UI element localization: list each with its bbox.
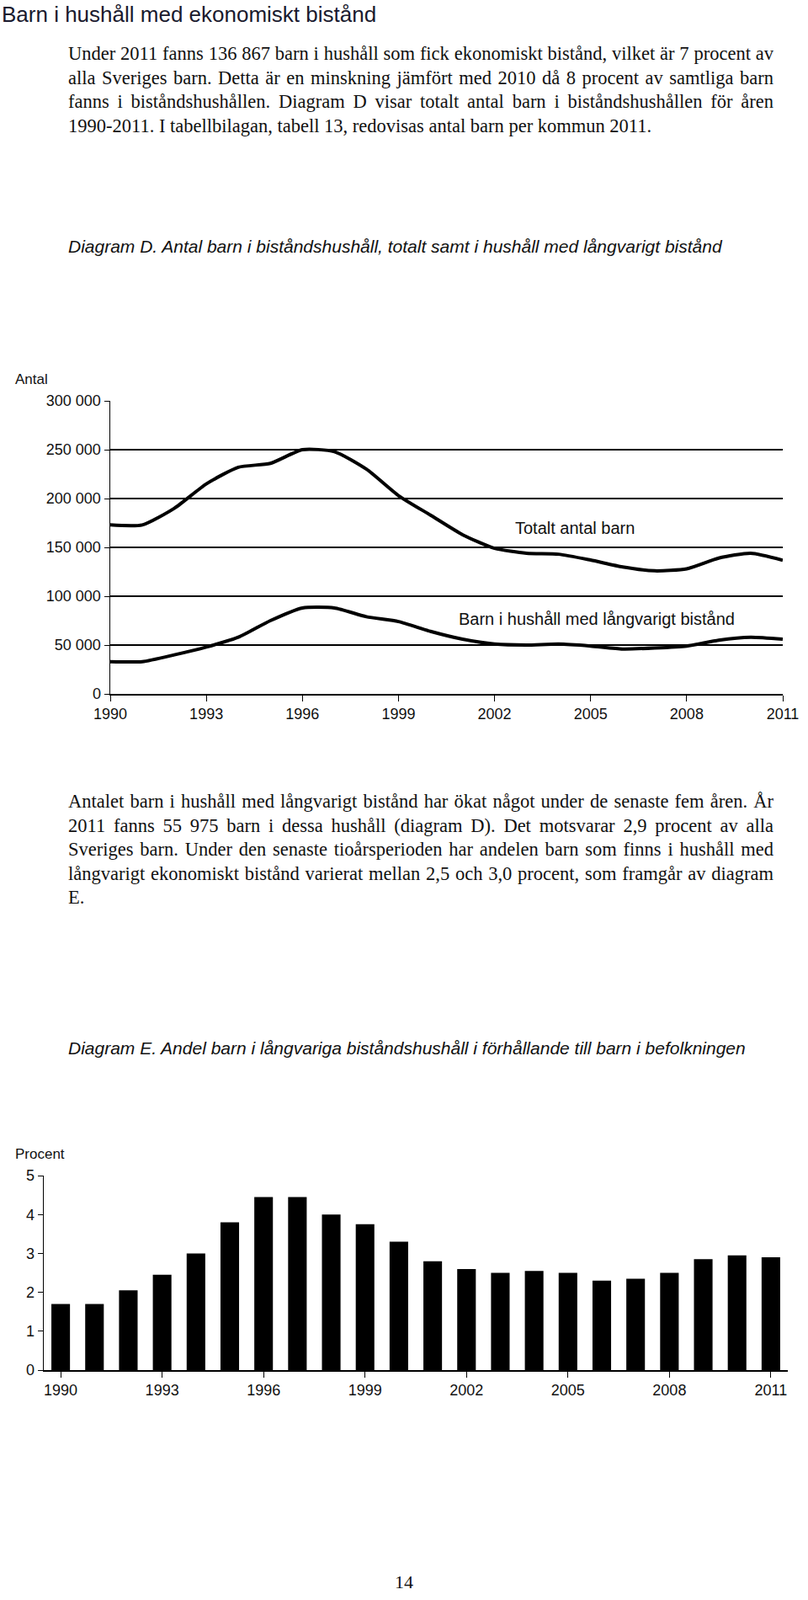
html-text:Under 2011 fanns 136 867 barn: Under 2011 fanns 136 867 barn i hushåll … [68,42,774,136]
svg-text:0: 0 [26,1360,35,1378]
svg-text:2011: 2011 [754,1381,788,1399]
svg-text:0: 0 [92,685,101,702]
svg-text:1: 1 [26,1322,35,1340]
svg-text:1993: 1993 [189,705,224,723]
svg-text:Barn i hushåll med långvarigt: Barn i hushåll med långvarigt bistånd [458,609,735,628]
svg-text:250 000: 250 000 [46,441,101,458]
svg-text:1999: 1999 [348,1381,383,1399]
svg-text:2005: 2005 [574,705,608,723]
svg-text:2002: 2002 [449,1381,484,1399]
svg-text:2002: 2002 [478,705,512,723]
svg-text:2011: 2011 [766,705,800,723]
svg-text:Antal: Antal [15,371,48,388]
html-text:14: 14 [394,1570,414,1592]
svg-text:100 000: 100 000 [46,587,101,605]
svg-text:1996: 1996 [246,1381,281,1399]
svg-text:2008: 2008 [669,705,704,723]
svg-text:300 000: 300 000 [46,392,101,410]
svg-text:200 000: 200 000 [46,489,101,507]
html-text:Antalet barn i hushåll med lån: Antalet barn i hushåll med långvarigt bi… [68,790,774,908]
html-text:Diagram D. Antal barn i bistån: Diagram D. Antal barn i biståndshushåll,… [68,236,722,256]
svg-text:1990: 1990 [93,705,128,723]
svg-text:4: 4 [26,1206,35,1223]
svg-text:5: 5 [26,1166,35,1184]
svg-text:1993: 1993 [145,1381,180,1399]
svg-text:2008: 2008 [652,1381,686,1399]
svg-text:1990: 1990 [43,1381,78,1399]
html-text:Diagram E. Andel barn i långva: Diagram E. Andel barn i långvariga bistå… [68,1037,746,1058]
svg-text:2005: 2005 [551,1381,585,1399]
svg-text:1999: 1999 [381,705,415,723]
svg-text:Totalt antal barn: Totalt antal barn [515,518,635,537]
html-text:Barn i hushåll med ekonomiskt: Barn i hushåll med ekonomiskt bistånd [1,1,377,27]
svg-text:50 000: 50 000 [54,636,101,654]
svg-text:150 000: 150 000 [46,538,101,556]
svg-text:1996: 1996 [285,705,319,723]
svg-text:2: 2 [26,1283,35,1301]
svg-text:Procent: Procent [15,1145,65,1162]
svg-text:3: 3 [26,1244,35,1262]
